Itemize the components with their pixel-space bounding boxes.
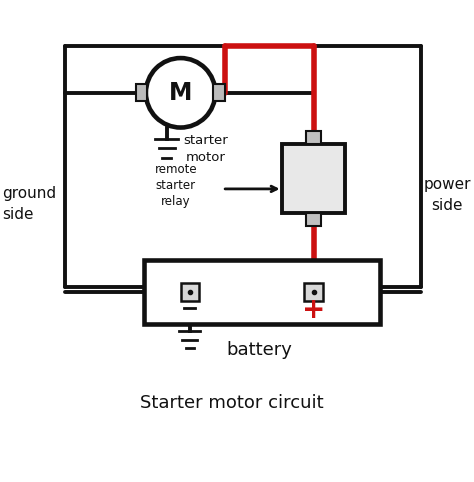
- Circle shape: [146, 58, 215, 128]
- Text: Starter motor circuit: Starter motor circuit: [140, 394, 323, 412]
- Text: power
side: power side: [423, 177, 471, 213]
- Bar: [304, 282, 323, 301]
- Bar: [136, 84, 147, 101]
- Text: ground
side: ground side: [2, 186, 56, 222]
- Text: +: +: [302, 295, 326, 323]
- Text: remote
starter
relay: remote starter relay: [155, 163, 197, 208]
- Text: M: M: [169, 81, 192, 105]
- Bar: [144, 259, 380, 324]
- Text: battery: battery: [227, 341, 292, 359]
- Bar: [306, 213, 321, 226]
- Bar: [306, 131, 321, 144]
- Bar: [283, 144, 345, 213]
- Bar: [213, 84, 225, 101]
- Bar: [181, 282, 199, 301]
- Text: starter
motor: starter motor: [184, 134, 228, 164]
